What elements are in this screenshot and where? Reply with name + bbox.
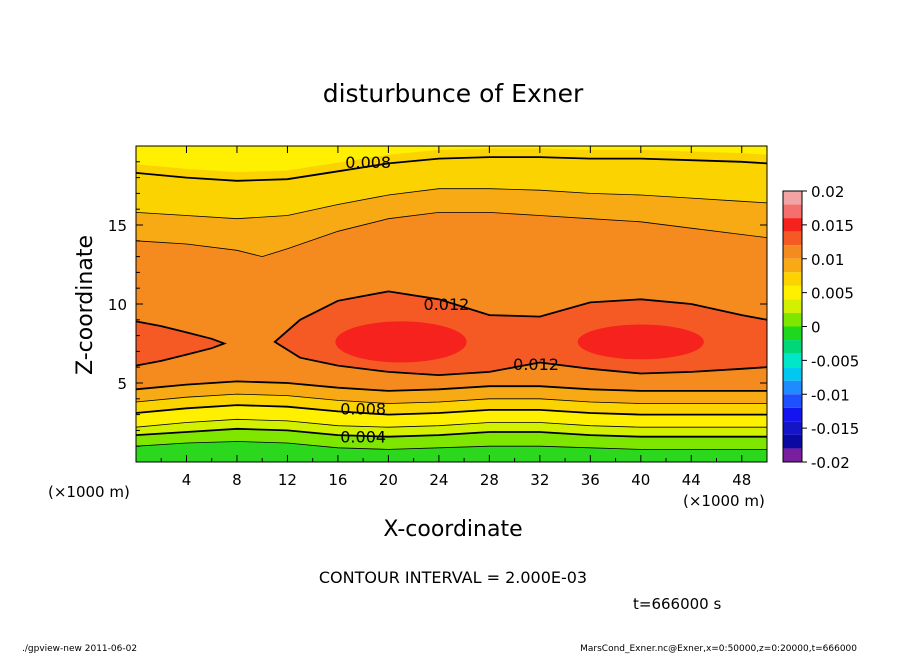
colorbar-swatch [783, 191, 802, 205]
x-tick-label: 36 [581, 471, 600, 489]
contour-label: 0.012 [513, 355, 559, 374]
x-tick-label: 4 [182, 471, 192, 489]
x-tick-label: 16 [328, 471, 347, 489]
colorbar-swatch [783, 285, 802, 300]
colorbar-swatch [783, 204, 802, 219]
y-axis-label: Z-coordinate [73, 235, 98, 375]
x-axis-label: X-coordinate [383, 517, 522, 542]
contour-line [135, 212, 768, 258]
contour-line [135, 441, 767, 450]
colorbar-tick-label: 0.015 [811, 217, 854, 235]
contour-field [136, 146, 767, 462]
chart-title: disturbunce of Exner [323, 79, 584, 108]
colorbar-swatch [783, 407, 802, 422]
colorbar-swatch [783, 380, 802, 395]
y-tick-label: 10 [108, 296, 127, 314]
colorbar-swatch [783, 272, 802, 286]
contour-label: 0.008 [345, 153, 391, 172]
contour-label: 0.012 [424, 295, 470, 314]
colorbar-tick-label: 0 [811, 319, 821, 337]
colorbar-swatch [783, 218, 802, 232]
colorbar-swatch [783, 434, 802, 449]
colorbar-swatch [783, 245, 802, 259]
x-axis-ticks: 4 8 12 16 20 24 28 32 36 40 44 48 [160, 146, 751, 489]
colorbar-swatch [783, 421, 802, 435]
x-tick-label: 12 [278, 471, 297, 489]
x-tick-label: 28 [480, 471, 499, 489]
colorbar-tick-label: -0.005 [811, 352, 859, 370]
colorbar-swatch [783, 394, 802, 408]
field-core-max [335, 321, 467, 363]
x-unit-label-right: (×1000 m) [683, 492, 765, 510]
field-core-max [577, 324, 704, 360]
colorbar-swatch [783, 231, 802, 246]
contour-line [273, 290, 768, 377]
colorbar-swatch [783, 299, 802, 313]
contour-line [135, 418, 767, 428]
colorbar-tick-label: -0.02 [811, 454, 850, 472]
contour-line [135, 156, 768, 182]
x-tick-label: 20 [379, 471, 398, 489]
colorbar-ticks: 0.02 0.015 0.01 0.005 0 -0.005 -0.01 -0.015 -0.0… [802, 183, 859, 472]
y-axis-ticks: 5 10 15 [108, 161, 767, 447]
colorbar-swatch [783, 312, 802, 327]
field-core-left [136, 321, 225, 366]
colorbar-tick-label: 0.005 [811, 285, 854, 303]
contour-label: 0.004 [340, 428, 386, 447]
y-tick-label: 15 [108, 217, 127, 235]
contour-line [135, 427, 767, 438]
x-unit-label-left: (×1000 m) [48, 483, 130, 501]
time-stamp: t=666000 s [633, 595, 721, 613]
colorbar-tick-label: 0.02 [811, 183, 844, 201]
x-tick-label: 48 [732, 471, 751, 489]
contour-line [135, 380, 767, 392]
contour-line [135, 393, 767, 404]
colorbar-tick-label: -0.015 [811, 420, 859, 438]
contour-interval-note: CONTOUR INTERVAL = 2.000E-03 [319, 568, 587, 587]
x-tick-label: 24 [429, 471, 448, 489]
colorbar-tick-label: 0.01 [811, 251, 844, 269]
contour-labels: 0.008 0.012 0.012 0.008 0.004 [340, 153, 559, 447]
colorbar [782, 190, 803, 463]
colorbar-swatch [783, 448, 802, 462]
contour-lines [135, 156, 768, 450]
x-tick-label: 8 [232, 471, 242, 489]
y-tick-label: 5 [117, 375, 127, 393]
colorbar-swatch [783, 258, 802, 273]
x-tick-label: 44 [682, 471, 701, 489]
footer-left-note: ./gpview-new 2011-06-02 [22, 644, 137, 654]
contour-line [135, 404, 767, 416]
footer-right-note: MarsCond_Exner.nc@Exner,x=0:50000,z=0:20… [580, 644, 857, 654]
field-band-lower [136, 441, 767, 462]
colorbar-tick-label: -0.01 [811, 386, 850, 404]
contour-line [135, 188, 768, 220]
x-tick-label: 32 [530, 471, 549, 489]
x-tick-label: 40 [631, 471, 650, 489]
colorbar-swatch [783, 340, 802, 354]
contour-label: 0.008 [340, 399, 386, 418]
colorbar-swatch [783, 367, 802, 381]
contour-line [135, 320, 227, 367]
colorbar-swatch [783, 353, 802, 368]
field-band-cap [136, 146, 767, 173]
colorbar-swatch [783, 326, 802, 341]
